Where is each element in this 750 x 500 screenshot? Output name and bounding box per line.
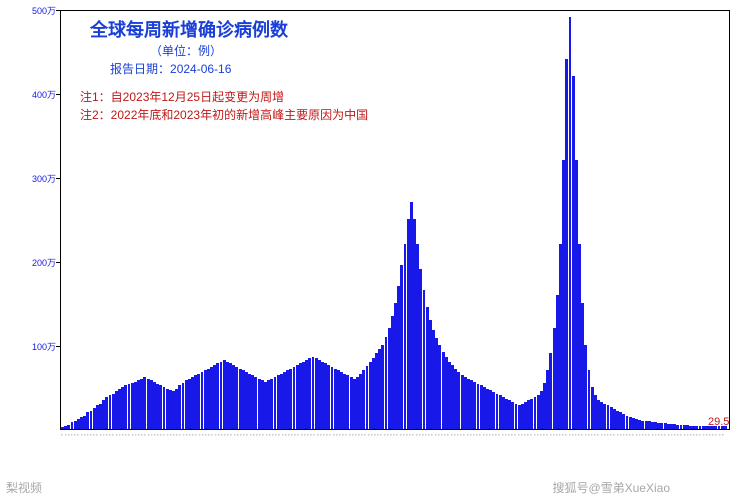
report-date: 报告日期：2024-06-16 — [110, 60, 231, 77]
y-tick-label: 100万 — [32, 340, 56, 353]
chart-title: 全球每周新增确诊病例数 — [90, 16, 288, 42]
end-value-label: 29.5 — [708, 416, 729, 428]
y-tick-mark — [56, 10, 60, 11]
watermark-right: 搜狐号@雪弟XueXiao — [552, 479, 670, 496]
y-tick-mark — [56, 94, 60, 95]
y-tick-mark — [56, 178, 60, 179]
y-tick-label: 200万 — [32, 256, 56, 269]
chart-subtitle: （单位：例） — [150, 42, 222, 59]
y-tick-label: 500万 — [32, 4, 56, 17]
y-tick-label: 300万 — [32, 172, 56, 185]
y-tick-mark — [56, 346, 60, 347]
note-1: 注1：自2023年12月25日起变更为周增 — [80, 88, 284, 105]
note-2: 注2：2022年底和2023年初的新增高峰主要原因为中国 — [80, 106, 368, 123]
report-date-label: 报告日期： — [110, 62, 170, 76]
y-tick-label: 400万 — [32, 88, 56, 101]
watermark-left: 梨视频 — [6, 479, 42, 496]
report-date-value: 2024-06-16 — [170, 62, 231, 76]
y-tick-mark — [56, 262, 60, 263]
